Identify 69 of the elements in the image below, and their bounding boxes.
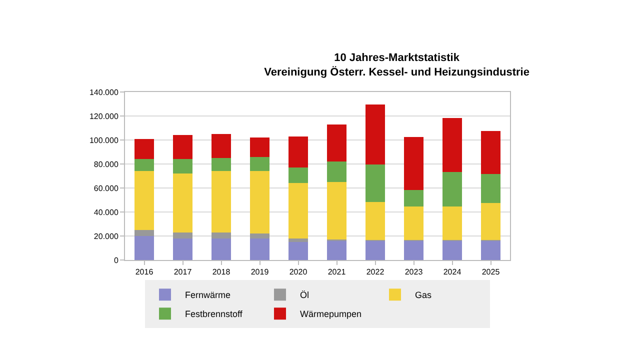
bar [481,174,500,203]
bar [327,182,346,240]
bar [404,137,424,190]
bar [442,172,462,207]
bar [442,206,462,240]
x-tick-label: 2016 [135,268,154,277]
bar [288,183,308,238]
bar [327,124,346,162]
bar [134,171,154,230]
bar [212,171,231,232]
x-tick-label: 2019 [250,268,270,277]
x-tick-label: 2020 [289,268,308,277]
bar [404,190,424,207]
legend-label: Wärmepumpen [300,309,362,320]
bar [288,168,308,184]
bar [212,232,231,238]
bar [404,240,424,260]
y-tick-label: 40.000 [94,208,119,217]
bar [250,156,270,172]
legend-label: Gas [415,290,432,300]
y-tick-label: 60.000 [94,184,119,193]
x-tick-label: 2023 [404,268,424,277]
x-tick-label: 2024 [443,268,462,277]
legend-label: Öl [300,290,309,300]
x-tick-label: 2021 [328,268,346,277]
chart-title: 10 Jahres-Marktstatistik Vereinigung Österr. Kessel- und Heizungsindustrie [264,52,530,78]
x-tick-label: 2017 [174,268,192,277]
bar [442,240,462,260]
bar [173,238,192,260]
bar [250,138,270,157]
bar [481,240,500,260]
x-tick-label: 2022 [366,268,385,277]
legend-label: Fernwärme [185,290,231,300]
bar [442,118,462,172]
bar [288,242,308,260]
bar [327,240,346,260]
bar [134,230,154,236]
bar [288,238,308,242]
bar [173,135,192,160]
bar [404,206,424,240]
bar [173,232,192,238]
y-tick-label: 20.000 [94,232,119,241]
y-tick-label: 140.000 [89,88,119,97]
bar [288,136,308,168]
bar [250,171,270,234]
y-tick-label: 100.000 [89,136,119,145]
bar [366,104,385,165]
bar [481,131,500,174]
legend-label: Festbrennstoff [185,309,243,320]
bar [134,138,154,160]
bar [366,164,385,202]
bar [134,159,154,172]
x-tick-label: 2018 [212,268,231,277]
bar [250,238,270,260]
bar [173,159,192,174]
y-tick-label: 0 [114,256,119,265]
bar [366,202,385,240]
bar [366,240,385,260]
bar [481,203,500,240]
bar [212,238,231,260]
bar [212,134,231,158]
y-tick-label: 120.000 [89,112,119,121]
y-tick-label: 80.000 [94,160,119,169]
bar [134,236,154,260]
x-tick-label: 2025 [482,268,500,277]
bar [327,162,346,182]
bar [250,234,270,238]
bar [212,158,231,172]
bar [173,174,192,232]
